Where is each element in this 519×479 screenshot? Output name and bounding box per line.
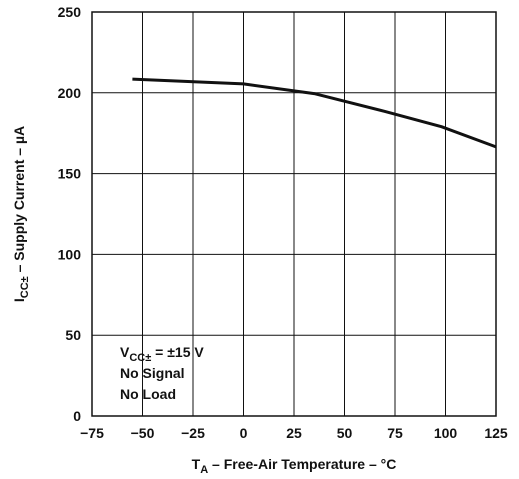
annotation-block: VCC± = ±15 V No Signal No Load: [120, 344, 204, 402]
x-axis-label-subscript: A: [200, 464, 208, 476]
x-tick-labels: −75 −50 −25 0 25 50 75 100 125: [80, 425, 508, 441]
x-tick-label: 0: [240, 425, 248, 441]
series-line: [132, 77, 497, 149]
annotation-supply-voltage: VCC± = ±15 V: [120, 344, 204, 364]
x-axis-label: TA – Free-Air Temperature – °C: [192, 456, 397, 476]
series-lines: [132, 77, 497, 149]
y-axis-label-subscript: CC±: [19, 276, 31, 298]
y-tick-label: 50: [65, 327, 81, 343]
y-tick-labels: 0 50 100 150 200 250: [58, 4, 82, 424]
y-tick-label: 200: [58, 85, 82, 101]
y-axis-label: ICC± – Supply Current – µA: [11, 126, 31, 302]
x-tick-label: −50: [131, 425, 155, 441]
x-tick-label: 100: [434, 425, 458, 441]
grid: [92, 12, 496, 416]
x-tick-label: −25: [181, 425, 205, 441]
x-tick-label: 25: [286, 425, 302, 441]
plot-frame: [91, 11, 497, 417]
y-tick-label: 0: [73, 408, 81, 424]
x-axis-label-main: T: [192, 456, 201, 472]
annotation-supply-voltage-subscript: CC±: [129, 352, 151, 364]
annotation-supply-voltage-main: V: [120, 344, 130, 360]
x-axis-label-rest: – Free-Air Temperature – °C: [208, 456, 396, 472]
annotation-no-signal: No Signal: [120, 365, 185, 381]
annotation-no-load: No Load: [120, 386, 176, 402]
y-axis-label-rest: – Supply Current – µA: [11, 126, 27, 276]
y-tick-label: 250: [58, 4, 82, 20]
x-tick-label: 125: [484, 425, 508, 441]
x-tick-label: −75: [80, 425, 104, 441]
y-tick-label: 150: [58, 166, 82, 182]
annotation-supply-voltage-rest: = ±15 V: [151, 344, 204, 360]
x-tick-label: 75: [387, 425, 403, 441]
y-tick-label: 100: [58, 246, 82, 262]
y-axis-label-main: I: [11, 298, 27, 302]
x-tick-label: 50: [337, 425, 353, 441]
